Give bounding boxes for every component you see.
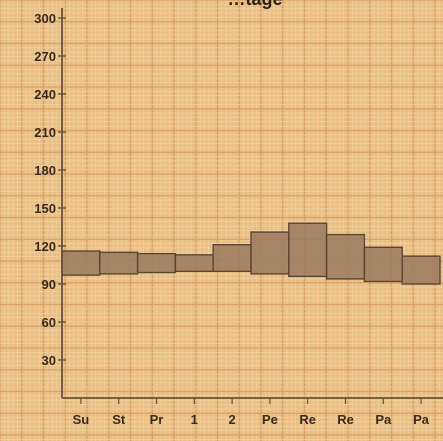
- x-axis-ticks: Su St Pr 1 2 Pe Re Re Pa Pa: [73, 398, 430, 427]
- y-tick-label: 90: [42, 277, 56, 292]
- x-tick-label: Re: [337, 412, 354, 427]
- y-tick-label: 150: [34, 201, 56, 216]
- x-tick-label: St: [112, 412, 126, 427]
- x-tick-label: Re: [299, 412, 316, 427]
- y-tick-label: 210: [34, 125, 56, 140]
- y-tick-label: 60: [42, 315, 56, 330]
- y-tick-label: 30: [42, 353, 56, 368]
- bar: [61, 250, 101, 276]
- chart-title: …tage: [227, 0, 282, 9]
- y-tick-label: 240: [34, 87, 56, 102]
- y-tick-label: 180: [34, 163, 56, 178]
- x-tick-label: Pr: [150, 412, 164, 427]
- bar: [250, 231, 290, 275]
- bar: [325, 233, 366, 280]
- axes-group: [61, 8, 443, 399]
- bars-group: [61, 222, 441, 285]
- bar: [363, 246, 403, 283]
- bar: [174, 254, 214, 273]
- y-tick-label: 120: [34, 239, 56, 254]
- x-tick-label: 1: [191, 412, 198, 427]
- x-tick-label: Pa: [375, 412, 392, 427]
- y-tick-label: 300: [34, 11, 56, 26]
- bar: [136, 252, 177, 274]
- x-tick-label: Pa: [413, 412, 430, 427]
- bar: [99, 251, 139, 275]
- bar: [401, 255, 441, 285]
- x-tick-label: Pe: [262, 412, 278, 427]
- x-tick-label: Su: [73, 412, 90, 427]
- x-tick-label: 2: [228, 412, 235, 427]
- y-tick-label: 270: [34, 49, 56, 64]
- y-axis-ticks: 30 60 90 120 150 180 210 240 270 300: [34, 11, 66, 368]
- bar: [212, 244, 252, 273]
- bar: [288, 222, 328, 278]
